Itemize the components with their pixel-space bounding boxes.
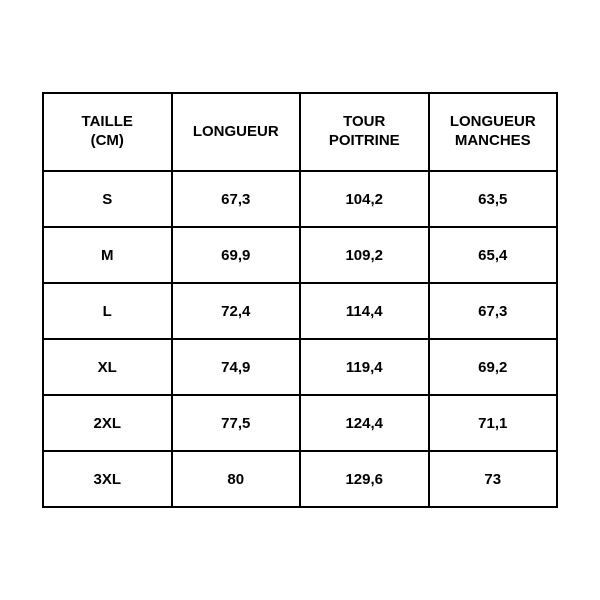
table-row: 3XL 80 129,6 73 (43, 451, 557, 507)
cell-tour-poitrine: 124,4 (300, 395, 429, 451)
cell-longueur: 72,4 (172, 283, 301, 339)
cell-longueur-manches: 69,2 (429, 339, 558, 395)
cell-size: S (43, 171, 172, 227)
col-header-line2: (CM) (48, 132, 167, 151)
cell-tour-poitrine: 104,2 (300, 171, 429, 227)
col-header-line2: POITRINE (305, 132, 424, 151)
table-header-row: TAILLE (CM) LONGUEUR TOUR POITRINE LONGU… (43, 93, 557, 171)
col-header-taille: TAILLE (CM) (43, 93, 172, 171)
col-header-longueur-manches: LONGUEUR MANCHES (429, 93, 558, 171)
col-header-tour-poitrine: TOUR POITRINE (300, 93, 429, 171)
cell-tour-poitrine: 114,4 (300, 283, 429, 339)
table-row: XL 74,9 119,4 69,2 (43, 339, 557, 395)
col-header-line1: TOUR (305, 113, 424, 132)
cell-longueur: 74,9 (172, 339, 301, 395)
col-header-line1: LONGUEUR (177, 123, 296, 142)
cell-longueur: 69,9 (172, 227, 301, 283)
cell-tour-poitrine: 129,6 (300, 451, 429, 507)
cell-longueur-manches: 73 (429, 451, 558, 507)
cell-size: XL (43, 339, 172, 395)
col-header-line1: LONGUEUR (434, 113, 553, 132)
cell-longueur: 80 (172, 451, 301, 507)
table-row: 2XL 77,5 124,4 71,1 (43, 395, 557, 451)
col-header-line2: MANCHES (434, 132, 553, 151)
sizing-table: TAILLE (CM) LONGUEUR TOUR POITRINE LONGU… (42, 92, 558, 508)
cell-size: M (43, 227, 172, 283)
cell-size: L (43, 283, 172, 339)
cell-tour-poitrine: 109,2 (300, 227, 429, 283)
col-header-line1: TAILLE (48, 113, 167, 132)
cell-longueur-manches: 63,5 (429, 171, 558, 227)
cell-longueur-manches: 71,1 (429, 395, 558, 451)
cell-longueur: 77,5 (172, 395, 301, 451)
col-header-longueur: LONGUEUR (172, 93, 301, 171)
cell-size: 2XL (43, 395, 172, 451)
sizing-table-container: TAILLE (CM) LONGUEUR TOUR POITRINE LONGU… (0, 92, 600, 508)
table-row: S 67,3 104,2 63,5 (43, 171, 557, 227)
cell-longueur-manches: 67,3 (429, 283, 558, 339)
cell-tour-poitrine: 119,4 (300, 339, 429, 395)
cell-longueur-manches: 65,4 (429, 227, 558, 283)
cell-longueur: 67,3 (172, 171, 301, 227)
table-row: M 69,9 109,2 65,4 (43, 227, 557, 283)
table-row: L 72,4 114,4 67,3 (43, 283, 557, 339)
cell-size: 3XL (43, 451, 172, 507)
